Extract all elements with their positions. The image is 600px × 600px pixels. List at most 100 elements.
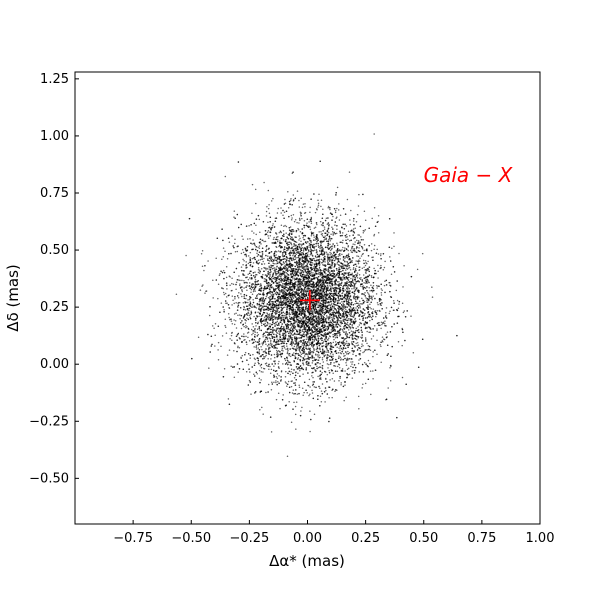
scatter-point (347, 342, 349, 345)
scatter-point (297, 357, 300, 359)
scatter-point (367, 348, 369, 351)
scatter-point (231, 235, 233, 237)
scatter-point (359, 307, 361, 309)
scatter-point (311, 392, 314, 394)
scatter-point (358, 269, 361, 271)
scatter-point (325, 273, 327, 275)
scatter-point (302, 318, 305, 320)
scatter-point (262, 413, 264, 415)
scatter-point (332, 341, 335, 344)
scatter-point (297, 285, 299, 287)
scatter-point (221, 335, 224, 337)
scatter-point (260, 324, 263, 327)
scatter-point (336, 261, 339, 264)
scatter-point (291, 305, 294, 308)
scatter-point (280, 289, 283, 291)
scatter-point (298, 384, 300, 387)
scatter-point (273, 356, 276, 359)
scatter-point (294, 308, 296, 311)
scatter-point (235, 327, 238, 329)
scatter-point (301, 330, 304, 333)
scatter-point (333, 284, 335, 286)
scatter-point (355, 221, 358, 223)
scatter-point (257, 333, 260, 336)
scatter-point (290, 385, 293, 388)
scatter-point (290, 327, 292, 330)
scatter-point (360, 303, 363, 305)
scatter-point (228, 306, 230, 309)
scatter-point (336, 365, 339, 368)
scatter-point (301, 387, 304, 389)
scatter-point (331, 396, 333, 399)
scatter-point (301, 306, 303, 309)
scatter-point (299, 230, 302, 233)
scatter-point (217, 341, 220, 344)
scatter-point (269, 286, 271, 289)
scatter-point (283, 271, 286, 274)
scatter-point (285, 225, 288, 228)
scatter-point (250, 393, 252, 395)
scatter-point (362, 274, 365, 276)
scatter-point (259, 283, 262, 285)
scatter-point (284, 314, 286, 317)
scatter-point (205, 290, 207, 293)
scatter-point (323, 228, 326, 230)
scatter-point (286, 385, 288, 387)
scatter-point (282, 239, 285, 241)
scatter-point (268, 262, 270, 264)
scatter-point (278, 322, 280, 324)
scatter-point (243, 259, 245, 262)
scatter-point (275, 307, 278, 310)
scatter-point (373, 267, 375, 270)
scatter-point (354, 227, 356, 230)
scatter-point (356, 272, 359, 274)
scatter-point (324, 331, 327, 334)
scatter-point (313, 340, 316, 342)
scatter-point (296, 358, 299, 360)
scatter-point (359, 257, 361, 259)
scatter-point (301, 344, 303, 346)
scatter-point (260, 371, 263, 373)
scatter-point (354, 241, 356, 243)
scatter-point (267, 226, 270, 229)
scatter-point (360, 345, 363, 348)
scatter-point (255, 307, 258, 309)
scatter-point (256, 331, 259, 334)
scatter-point (335, 326, 337, 328)
scatter-point (254, 284, 256, 287)
scatter-point (368, 287, 370, 289)
scatter-point (367, 344, 370, 347)
scatter-point (346, 333, 348, 335)
scatter-point (376, 353, 378, 355)
scatter-point (225, 332, 228, 334)
scatter-point (318, 193, 320, 195)
scatter-point (338, 280, 340, 283)
scatter-point (300, 410, 302, 412)
scatter-point (347, 267, 350, 269)
scatter-point (316, 365, 318, 367)
scatter-point (220, 345, 222, 347)
scatter-point (214, 345, 216, 347)
scatter-point (276, 377, 279, 379)
scatter-point (256, 303, 259, 306)
scatter-point (375, 310, 377, 312)
scatter-point (285, 266, 288, 269)
scatter-point (313, 249, 316, 251)
scatter-point (275, 259, 277, 261)
scatter-point (373, 244, 376, 247)
scatter-point (357, 344, 360, 346)
scatter-point (346, 268, 349, 270)
scatter-point (324, 235, 326, 237)
scatter-point (282, 289, 284, 291)
scatter-point (250, 310, 252, 312)
scatter-point (351, 288, 353, 290)
scatter-point (336, 186, 339, 189)
scatter-point (261, 344, 264, 346)
scatter-point (292, 258, 295, 261)
scatter-point (326, 316, 328, 318)
scatter-point (258, 369, 261, 372)
scatter-point (265, 364, 268, 367)
scatter-point (342, 302, 344, 305)
scatter-point (340, 322, 342, 325)
scatter-point (348, 171, 351, 173)
